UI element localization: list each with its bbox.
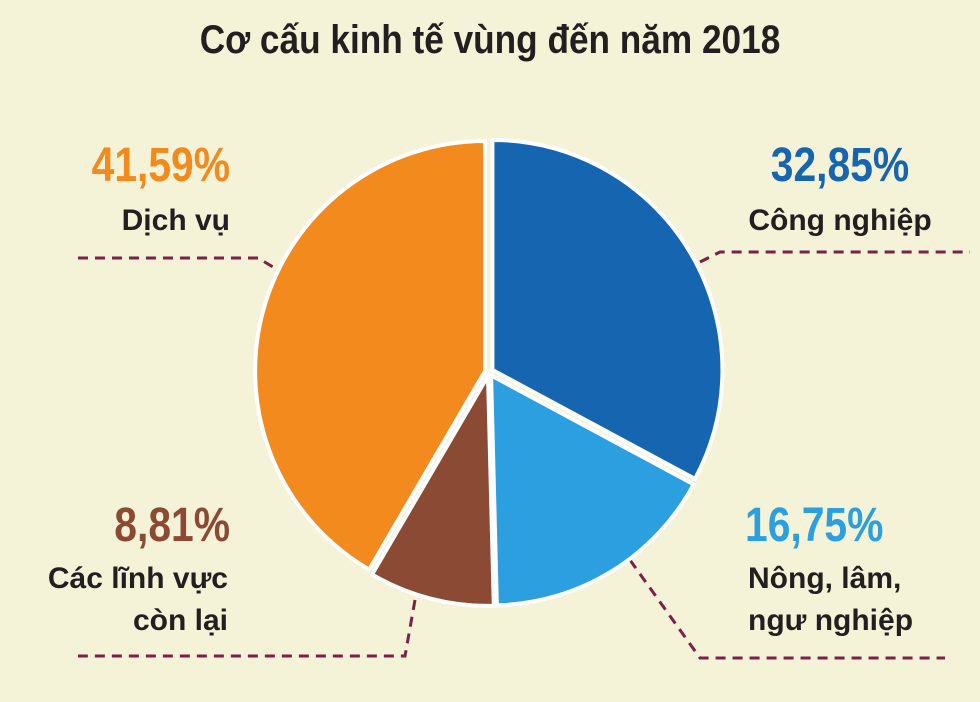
pie-slice bbox=[490, 137, 725, 482]
pie-slice bbox=[369, 368, 496, 608]
leader-lines bbox=[78, 250, 970, 660]
category-label: Các lĩnh vực còn lại bbox=[47, 562, 228, 637]
value-label: 16,75% bbox=[745, 499, 884, 552]
category-label: Công nghiệp bbox=[748, 204, 932, 237]
value-label: 41,59% bbox=[91, 139, 231, 192]
pie-slice bbox=[253, 138, 488, 573]
value-label: 8,81% bbox=[114, 499, 230, 552]
chart-title: Cơ cấu kinh tế vùng đến năm 2018 bbox=[199, 18, 781, 62]
pie-slice bbox=[489, 372, 697, 608]
category-label: Nông, lâm, ngư nghiệp bbox=[748, 562, 914, 637]
category-label: Dịch vụ bbox=[121, 204, 230, 237]
value-label: 32,85% bbox=[770, 139, 910, 192]
